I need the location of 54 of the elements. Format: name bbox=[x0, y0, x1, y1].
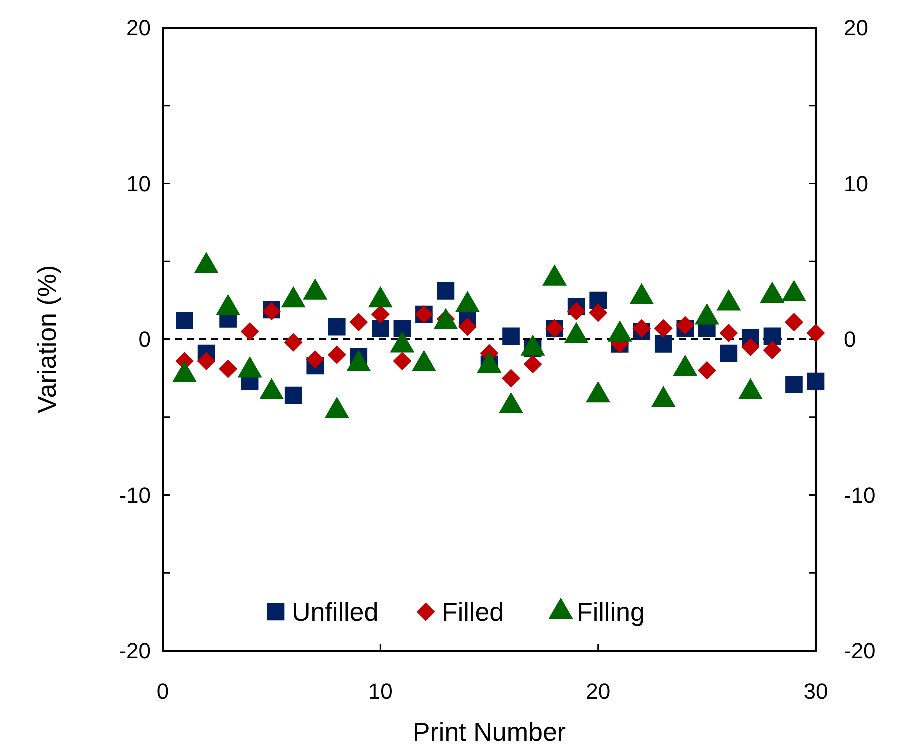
point bbox=[458, 318, 477, 336]
point bbox=[240, 322, 260, 341]
point bbox=[764, 328, 782, 346]
point bbox=[698, 361, 716, 380]
x-tick-label: 10 bbox=[368, 679, 393, 704]
point bbox=[632, 319, 652, 338]
point bbox=[785, 313, 804, 332]
legend-label: Filling bbox=[577, 597, 645, 628]
point bbox=[720, 324, 738, 342]
point bbox=[197, 352, 216, 371]
point bbox=[284, 333, 303, 352]
y2-tick-label: 10 bbox=[844, 171, 868, 196]
legend-label: Filled bbox=[442, 597, 504, 628]
point bbox=[306, 350, 325, 369]
point bbox=[590, 292, 607, 310]
point bbox=[372, 320, 390, 338]
point bbox=[676, 316, 695, 335]
y2-tick-label: 20 bbox=[844, 16, 868, 41]
x-tick-label: 30 bbox=[804, 679, 828, 704]
y-axis-title: Variation (%) bbox=[32, 265, 62, 414]
point bbox=[589, 304, 608, 322]
point bbox=[741, 338, 760, 357]
point bbox=[328, 346, 346, 364]
y-tick-label: 0 bbox=[138, 327, 151, 352]
point bbox=[654, 319, 673, 338]
point bbox=[806, 324, 826, 342]
point bbox=[502, 328, 520, 346]
point bbox=[284, 386, 302, 404]
x-tick-label: 0 bbox=[156, 679, 170, 704]
point bbox=[328, 318, 346, 336]
x-axis-title: Print Number bbox=[412, 717, 566, 744]
point bbox=[219, 360, 238, 378]
y2-tick-label: 0 bbox=[844, 327, 856, 352]
point bbox=[763, 341, 782, 360]
point bbox=[350, 313, 368, 332]
y2-tick-label: -20 bbox=[844, 638, 876, 664]
point bbox=[720, 344, 738, 362]
point bbox=[567, 302, 586, 321]
y-tick-label: 10 bbox=[126, 171, 151, 196]
point bbox=[502, 369, 520, 388]
point bbox=[786, 376, 803, 394]
y-tick-label: -10 bbox=[119, 482, 151, 508]
x-tick-label: 20 bbox=[586, 679, 611, 704]
point bbox=[393, 352, 412, 371]
point bbox=[524, 355, 542, 374]
y-tick-label: -20 bbox=[119, 638, 151, 664]
legend-label: Unfilled bbox=[292, 597, 379, 628]
point bbox=[176, 312, 194, 330]
y2-tick-label: -10 bbox=[844, 482, 876, 508]
point bbox=[437, 282, 455, 300]
y-tick-label: 20 bbox=[126, 16, 151, 41]
point bbox=[394, 320, 412, 338]
point bbox=[654, 336, 672, 353]
point bbox=[807, 372, 825, 390]
